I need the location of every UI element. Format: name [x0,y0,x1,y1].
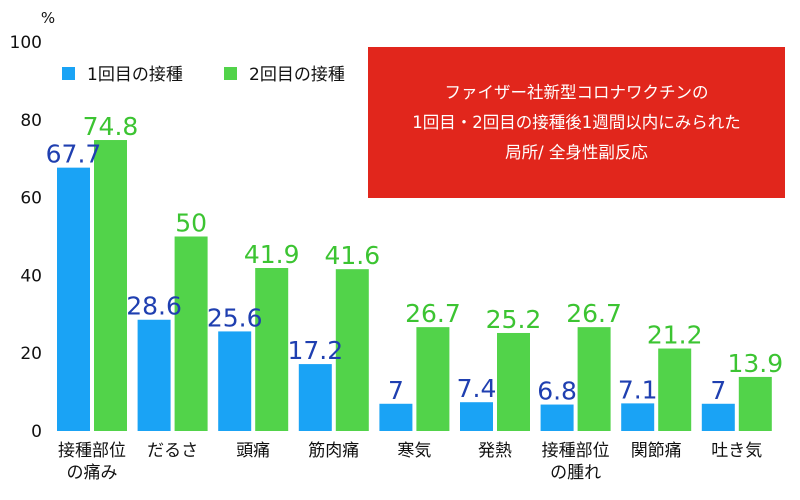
y-tick-label: 0 [31,422,42,442]
value-label-series1-0: 67.7 [46,140,102,169]
value-label-series2-4: 26.7 [405,299,461,328]
value-label-series2-1: 50 [175,209,207,238]
bar-series2-6 [577,327,611,431]
category-label-3-line-0: 筋肉痛 [308,441,359,461]
legend: 1回目の接種 2回目の接種 [62,65,345,85]
bar-series2-3 [335,269,369,431]
value-label-series2-0: 74.8 [83,112,139,141]
value-label-series1-3: 17.2 [287,336,343,365]
chart-title-line-1: ファイザー社新型コロナワクチンの [444,82,709,102]
bar-series1-0 [57,167,90,431]
bar-series1-6 [540,404,574,431]
value-label-series1-4: 7 [388,376,404,405]
bar-series1-7 [621,403,655,431]
value-label-series1-6: 6.8 [537,377,577,406]
chart-title-line-3: 局所/ 全身性副反応 [505,142,648,162]
value-label-series1-5: 7.4 [457,374,497,403]
bar-series1-3 [298,364,332,431]
value-label-series1-7: 7.1 [618,375,658,404]
legend-label-1: 1回目の接種 [87,65,183,85]
value-labels: 67.774.8 28.6 50 25.6 41.9 17.2 41.6 7 26.7 7.4 25… [46,112,783,406]
bar-series1-1 [137,319,171,431]
chart-title-box: ファイザー社新型コロナワクチンの 1回目・2回目の接種後1週間以内にみられた 局… [368,47,785,198]
y-tick-label: 60 [20,189,42,209]
value-label-series2-3: 41.6 [324,241,380,270]
y-axis-unit: % [41,9,55,27]
bar-series2-8 [738,376,772,431]
value-label-series2-8: 13.9 [727,349,783,378]
bar-series2-5 [497,332,530,431]
bar-series2-0 [94,140,127,431]
chart-title-line-2: 1回目・2回目の接種後1週間以内にみられた [412,112,741,132]
value-label-series2-7: 21.2 [647,321,703,350]
y-tick-label: 80 [20,111,42,131]
legend-swatch-1 [62,67,75,80]
bar-series2-1 [174,236,208,431]
bar-series2-7 [658,348,692,431]
legend-swatch-2 [224,67,237,80]
bar-series1-4 [379,403,413,431]
value-label-series1-2: 25.6 [207,303,263,332]
category-label-0-line-0: 接種部位 [58,441,126,461]
category-label-7-line-0: 関節痛 [631,441,682,461]
y-axis: 0 20 40 60 80 100% [10,9,56,442]
bar-series1-2 [218,331,252,431]
value-label-series2-6: 26.7 [566,299,622,328]
category-label-8-line-0: 吐き気 [711,441,762,461]
category-label-4-line-0: 寒気 [397,441,431,461]
bar-series2-4 [416,327,450,431]
category-label-6-line-0: 接種部位 [542,441,610,461]
bars [57,140,772,431]
value-label-series1-1: 28.6 [126,292,182,321]
bar-series2-2 [255,268,289,431]
chart-title: ファイザー社新型コロナワクチンの 1回目・2回目の接種後1週間以内にみられた 局… [412,78,741,168]
category-label-0-line-1: の痛み [67,463,118,483]
category-label-1-line-0: だるさ [147,441,198,461]
category-label-6-line-1: の腫れ [550,463,601,483]
category-label-5-line-0: 発熱 [478,441,512,461]
value-label-series1-8: 7 [710,376,726,405]
y-tick-label: 20 [20,344,42,364]
y-tick-label: 40 [20,266,42,286]
bar-series1-5 [460,402,493,431]
bar-series1-8 [701,403,735,431]
legend-label-2: 2回目の接種 [249,65,345,85]
y-tick-label: 100 [10,33,42,53]
value-label-series2-2: 41.9 [244,240,300,269]
value-label-series2-5: 25.2 [486,305,542,334]
category-label-2-line-0: 頭痛 [236,441,270,461]
